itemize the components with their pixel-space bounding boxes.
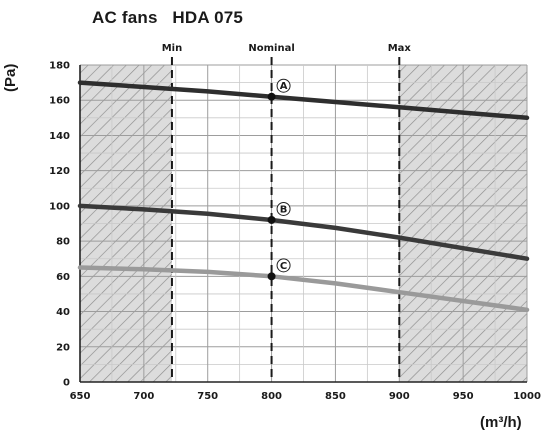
y-tick-label: 60 (56, 272, 70, 283)
x-tick-label: 650 (70, 391, 91, 402)
x-axis-label: (m³/h) (480, 414, 522, 431)
curve-c (77, 265, 530, 313)
x-tick-label: 800 (261, 391, 282, 402)
y-tick-label: 140 (49, 131, 70, 142)
x-tick-label: 950 (453, 391, 474, 402)
reference-label-min: Min (162, 43, 183, 54)
y-tick-label: 180 (49, 61, 70, 72)
x-tick-label: 1000 (513, 391, 541, 402)
curve-label-circle-c (276, 258, 291, 273)
x-tick-label: 700 (133, 391, 154, 402)
curve-b (77, 203, 530, 261)
y-tick-label: 20 (56, 342, 70, 353)
y-tick-label: 120 (49, 166, 70, 177)
operating-point-c (267, 272, 276, 281)
curve-label-circle-a (276, 78, 291, 93)
curve-label-circle-b (276, 201, 291, 216)
curve-a (77, 80, 530, 121)
curve-label-a: A (280, 81, 288, 92)
y-tick-label: 100 (49, 201, 70, 212)
y-tick-label: 160 (49, 96, 70, 107)
reference-label-max: Max (388, 43, 412, 54)
y-tick-label: 40 (56, 307, 70, 318)
curve-label-c: C (280, 261, 287, 272)
reference-label-nominal: Nominal (248, 43, 294, 54)
y-tick-label: 0 (63, 378, 70, 389)
y-tick-label: 80 (56, 237, 70, 248)
curve-label-b: B (280, 204, 288, 215)
operating-point-b (267, 215, 276, 224)
x-tick-label: 850 (325, 391, 346, 402)
operating-point-a (267, 92, 276, 101)
x-tick-label: 900 (389, 391, 410, 402)
x-tick-label: 750 (197, 391, 218, 402)
chart-title: AC fans HDA 075 (92, 8, 244, 27)
